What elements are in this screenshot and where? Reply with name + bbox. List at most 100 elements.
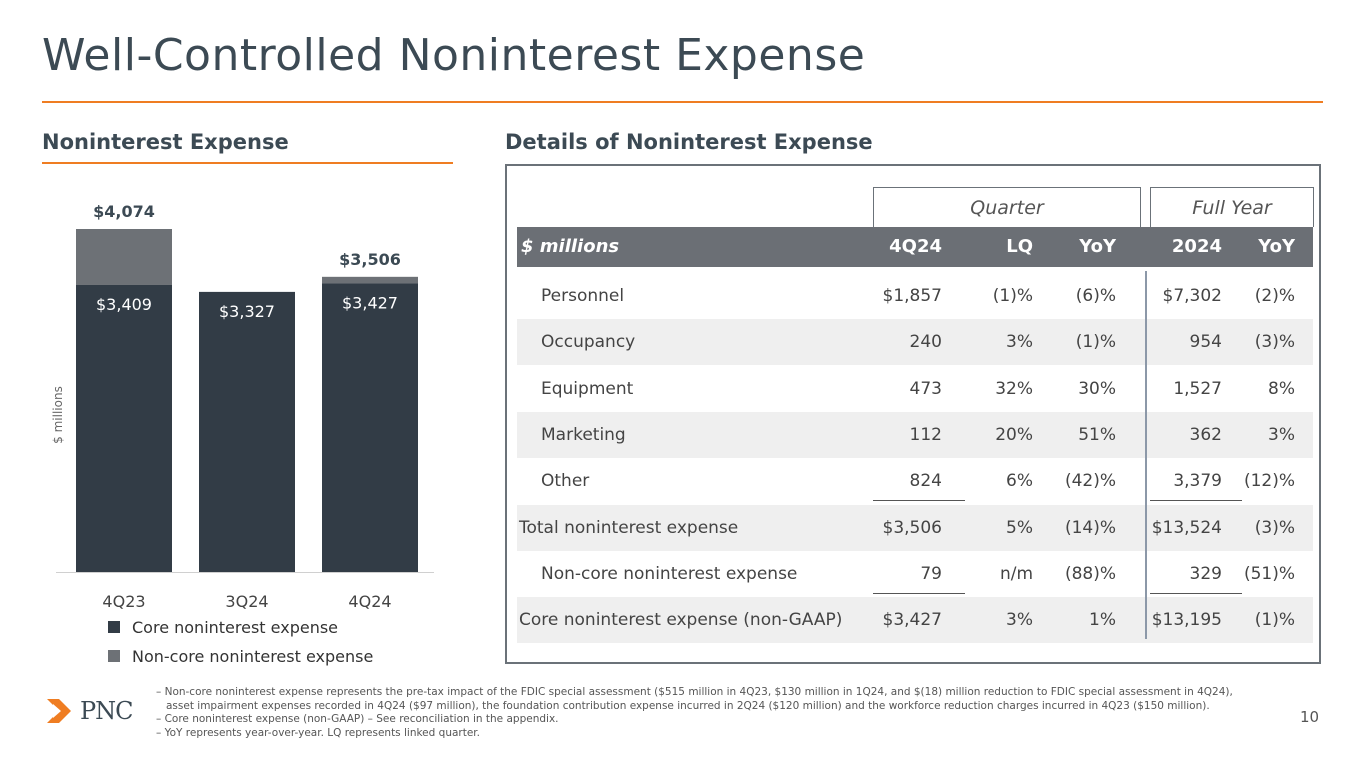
cell-yoy-quarter: 51% xyxy=(1078,424,1116,445)
table-row: Other 824 6% (42)% 3,379 (12)% xyxy=(517,458,1313,504)
cell-4q24: 240 xyxy=(909,332,942,353)
legend-swatch-core xyxy=(108,620,120,633)
cell-yoy-quarter: (14)% xyxy=(1064,517,1116,538)
bar-noncore xyxy=(76,229,172,285)
table-header-row: $ millions 4Q24 LQ YoY 2024 YoY xyxy=(517,227,1313,267)
group-header-quarter: Quarter xyxy=(873,187,1141,227)
cell-4q24: $3,427 xyxy=(882,610,942,631)
y-axis-label: $ millions xyxy=(51,386,65,444)
x-tick-label: 4Q23 xyxy=(102,592,145,611)
cell-yoy-quarter: (42)% xyxy=(1064,471,1116,492)
pnc-logo-text: PNC xyxy=(80,697,134,725)
cell-4q24: $1,857 xyxy=(882,286,942,306)
cell-lq: (1)% xyxy=(992,286,1033,306)
bar-core xyxy=(76,284,172,572)
cell-yoy-year: (3)% xyxy=(1254,332,1295,353)
header-units: $ millions xyxy=(521,236,620,257)
cell-yoy-quarter: (88)% xyxy=(1064,563,1116,584)
table-section-heading: Details of Noninterest Expense xyxy=(505,130,873,154)
cell-lq: 32% xyxy=(995,378,1033,399)
header-yoy-year: YoY xyxy=(1258,236,1295,257)
table-row: Equipment 473 32% 30% 1,527 8% xyxy=(517,366,1313,412)
cell-yoy-year: (12)% xyxy=(1243,471,1295,492)
chart-section-heading: Noninterest Expense xyxy=(42,130,289,154)
cell-lq: 6% xyxy=(1006,471,1033,492)
cell-yoy-quarter: 30% xyxy=(1078,378,1116,399)
cell-4q24: 473 xyxy=(909,378,942,399)
cell-2024: 362 xyxy=(1189,424,1222,445)
cell-yoy-year: (51)% xyxy=(1243,563,1295,584)
total-value-label: $4,074 xyxy=(93,202,155,221)
cell-yoy-quarter: 1% xyxy=(1089,610,1116,631)
cell-yoy-year: (1)% xyxy=(1254,610,1295,631)
table-row: Core noninterest expense (non-GAAP) $3,42… xyxy=(517,597,1313,644)
cell-2024: 954 xyxy=(1189,332,1222,353)
page-number: 10 xyxy=(1300,708,1320,726)
cell-yoy-year: (2)% xyxy=(1254,286,1295,306)
row-label: Core noninterest expense (non-GAAP) xyxy=(519,610,843,631)
table-row: Personnel $1,857 (1)% (6)% $7,302 (2)% xyxy=(517,273,1313,319)
header-yoy-quarter: YoY xyxy=(1079,236,1116,257)
core-value-label: $3,409 xyxy=(96,295,152,314)
table-row: Occupancy 240 3% (1)% 954 (3)% xyxy=(517,319,1313,366)
cell-yoy-year: (3)% xyxy=(1254,517,1295,538)
bar-noncore xyxy=(322,276,418,284)
row-label: Marketing xyxy=(541,424,626,445)
cell-yoy-year: 8% xyxy=(1268,378,1295,399)
noncore-underline-quarter xyxy=(873,593,965,594)
cell-lq: n/m xyxy=(999,563,1033,584)
header-lq: LQ xyxy=(1006,236,1033,257)
cell-lq: 5% xyxy=(1006,517,1033,538)
cell-yoy-quarter: (1)% xyxy=(1075,332,1116,353)
x-tick-label: 4Q24 xyxy=(348,592,391,611)
header-4q24: 4Q24 xyxy=(889,236,942,257)
legend-item-noncore: Non-core noninterest expense xyxy=(108,647,373,666)
cell-lq: 3% xyxy=(1006,610,1033,631)
x-tick-label: 3Q24 xyxy=(225,592,268,611)
cell-4q24: 79 xyxy=(920,563,942,584)
noncore-underline-year xyxy=(1150,593,1242,594)
cell-2024: $7,302 xyxy=(1162,286,1222,306)
bar-core xyxy=(322,283,418,572)
row-label: Equipment xyxy=(541,378,634,399)
row-label: Other xyxy=(541,471,590,492)
total-underline-year xyxy=(1150,500,1242,501)
group-header-full-year: Full Year xyxy=(1150,187,1314,227)
cell-2024: $13,524 xyxy=(1151,517,1222,538)
cell-2024: 3,379 xyxy=(1173,471,1222,492)
cell-4q24: 112 xyxy=(909,424,942,445)
footnote-line: asset impairment expenses recorded in 4Q… xyxy=(166,699,1210,712)
page-title: Well-Controlled Noninterest Expense xyxy=(42,30,866,81)
table-row: Marketing 112 20% 51% 362 3% xyxy=(517,411,1313,458)
core-value-label: $3,427 xyxy=(342,293,398,312)
pnc-logo-mark-icon xyxy=(47,699,71,723)
title-divider xyxy=(42,101,1323,103)
total-underline-quarter xyxy=(873,500,965,501)
cell-2024: 1,527 xyxy=(1173,378,1222,399)
row-label: Occupancy xyxy=(541,332,636,353)
pnc-logo: PNC xyxy=(44,696,134,726)
cell-lq: 3% xyxy=(1006,332,1033,353)
legend-label-noncore: Non-core noninterest expense xyxy=(132,647,374,666)
noninterest-expense-chart: $ millions $3,409 $4,074 4Q23 $3,327 3Q24 $3,4… xyxy=(51,202,434,611)
footnote-line: – YoY represents year-over-year. LQ repr… xyxy=(156,726,480,739)
bar-core xyxy=(199,291,295,572)
legend-label-core: Core noninterest expense xyxy=(132,618,339,637)
cell-yoy-quarter: (6)% xyxy=(1075,286,1116,306)
footnote-line: – Non-core noninterest expense represent… xyxy=(156,686,1233,698)
legend-swatch-noncore xyxy=(108,649,120,662)
row-label: Non-core noninterest expense xyxy=(541,563,798,584)
chart-section-divider xyxy=(42,162,453,164)
row-label: Total noninterest expense xyxy=(519,517,739,538)
details-table-panel: Quarter Full Year $ millions 4Q24 LQ YoY… xyxy=(505,164,1321,664)
cell-4q24: 824 xyxy=(909,471,942,492)
cell-2024: $13,195 xyxy=(1151,610,1222,631)
row-label: Personnel xyxy=(541,286,625,306)
cell-yoy-year: 3% xyxy=(1268,424,1295,445)
quarter-year-separator xyxy=(1145,271,1147,639)
table-row: Non-core noninterest expense 79 n/m (88)% 32… xyxy=(517,551,1313,597)
legend-item-core: Core noninterest expense xyxy=(108,618,338,637)
table-row: Total noninterest expense $3,506 5% (14)% $1… xyxy=(517,504,1313,551)
footnotes: – Non-core noninterest expense represent… xyxy=(156,686,1233,740)
total-value-label: $3,506 xyxy=(339,250,401,269)
